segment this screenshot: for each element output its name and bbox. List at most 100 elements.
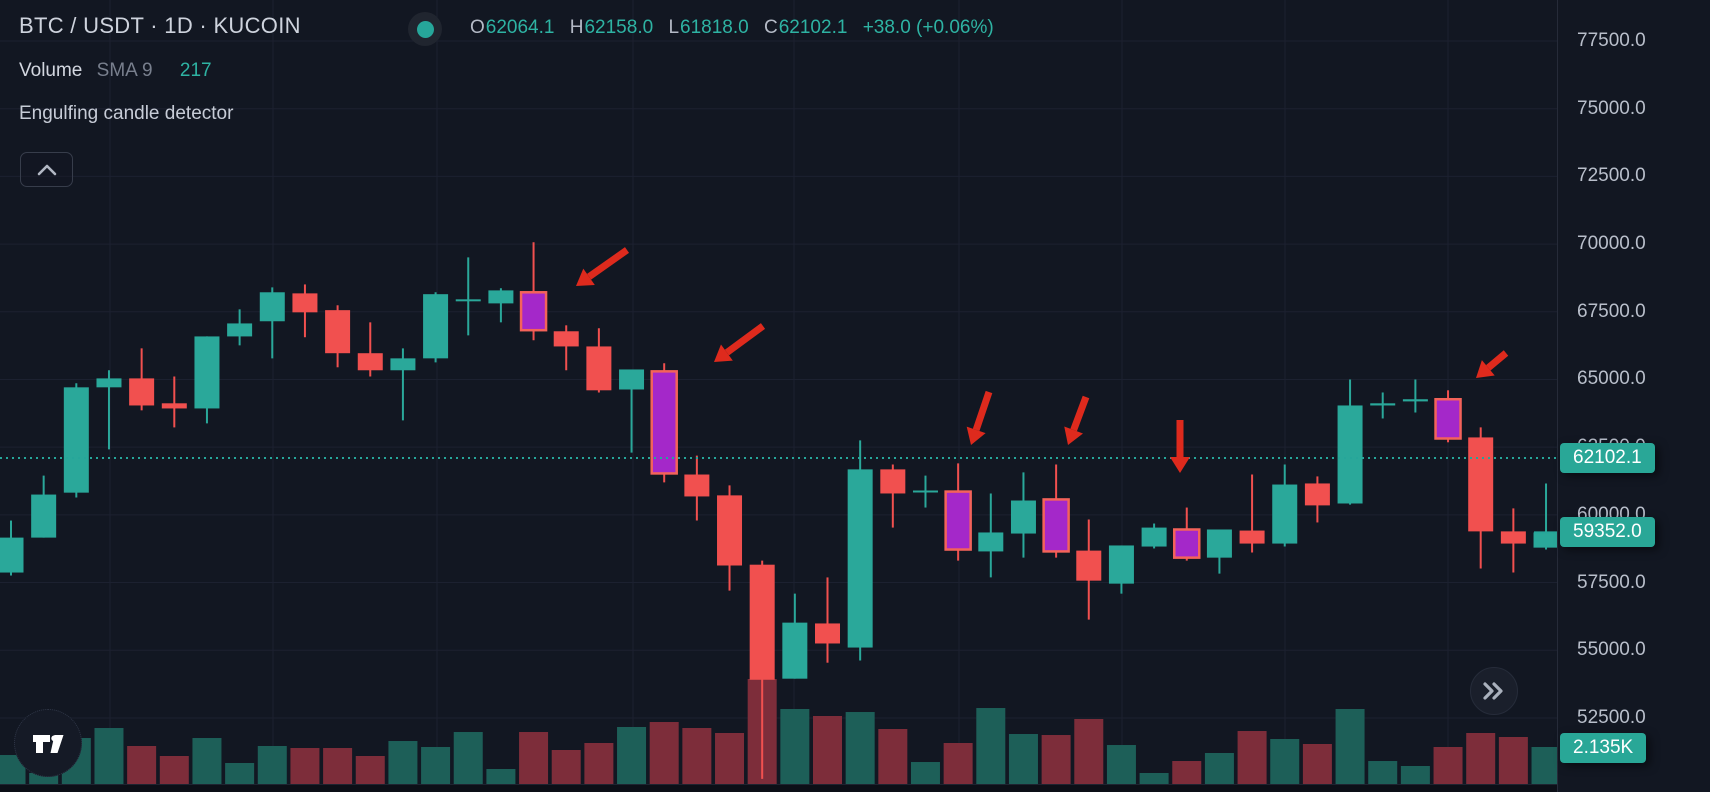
engulfing-arrow-shaft — [1070, 395, 1090, 432]
candle-body — [1206, 529, 1232, 558]
volume-legend[interactable]: Volume SMA 9 217 — [19, 60, 212, 82]
price-tick-label: 55000.0 — [1577, 639, 1646, 661]
scroll-to-latest-button[interactable] — [1470, 667, 1518, 715]
volume-bar — [1335, 708, 1365, 784]
volume-bar — [290, 748, 320, 784]
price-axis[interactable]: 77500.0 75000.0 72500.0 70000.0 67500.0 65000… — [1557, 0, 1710, 792]
price-tick-label: 57500.0 — [1577, 571, 1646, 593]
volume-bar — [584, 742, 614, 784]
candle-body — [717, 495, 743, 566]
open-value: 62064.1 — [485, 17, 555, 38]
candle-body — [1370, 403, 1396, 406]
candle-body — [912, 490, 938, 493]
open-label: O — [470, 17, 485, 38]
engulfing-arrow-head — [966, 426, 986, 445]
tradingview-logo[interactable] — [14, 709, 82, 777]
candle-body — [1010, 500, 1036, 534]
engulfing-candle-body — [650, 370, 678, 475]
volume-sma-value: 217 — [179, 60, 212, 81]
candle-body — [0, 537, 24, 573]
candle-body — [880, 469, 906, 494]
symbol-title: BTC / USDT · 1D · KUCOIN — [19, 13, 301, 38]
price-tick-label: 70000.0 — [1577, 233, 1646, 255]
volume-bar — [1368, 761, 1398, 784]
volume-bar — [1302, 744, 1332, 784]
candle-body — [1500, 531, 1526, 544]
volume-bar — [1433, 747, 1463, 784]
engulfing-arrow-head — [576, 268, 595, 286]
volume-bar — [1008, 734, 1038, 784]
volume-bar — [388, 741, 418, 784]
volume-bar — [649, 722, 679, 784]
candle-body — [782, 622, 808, 679]
volume-sma-label: SMA 9 — [96, 60, 153, 81]
collapse-legend-button[interactable] — [20, 152, 73, 187]
volume-bar — [1204, 752, 1234, 784]
price-chart-svg[interactable] — [0, 0, 1557, 792]
low-label: L — [668, 17, 680, 38]
engulfing-candle-body — [1042, 498, 1070, 553]
volume-badge: 2.135K — [1560, 733, 1647, 763]
candle-body — [161, 403, 187, 409]
volume-bar — [617, 727, 647, 784]
time-axis[interactable] — [0, 784, 1710, 792]
price-tick-label: 65000.0 — [1577, 368, 1646, 390]
volume-bar — [1139, 772, 1169, 784]
volume-bar — [1074, 718, 1104, 784]
volume-bar — [682, 728, 712, 784]
market-status-icon[interactable] — [408, 12, 442, 46]
candle-body — [1468, 437, 1494, 532]
price-tick-label: 77500.0 — [1577, 30, 1646, 51]
candle-body — [978, 532, 1004, 552]
volume-bar — [1172, 761, 1202, 784]
volume-bar — [127, 745, 157, 784]
volume-bar — [1531, 747, 1557, 784]
indicator-legend[interactable]: Engulfing candle detector — [19, 103, 233, 125]
volume-label: Volume — [19, 60, 83, 81]
engulfing-arrow-head — [1170, 457, 1190, 473]
low-value: 61818.0 — [680, 17, 749, 38]
engulfing-arrow-shaft — [1486, 350, 1509, 371]
volume-bar — [715, 732, 745, 784]
price-tick-label: 75000.0 — [1577, 97, 1646, 119]
candle-body — [259, 292, 285, 322]
high-value: 62158.0 — [584, 17, 654, 38]
volume-bar — [910, 762, 940, 784]
tradingview-logo-icon — [33, 735, 64, 753]
volume-bar — [1106, 745, 1136, 784]
engulfing-arrow-head — [1064, 426, 1083, 445]
volume-bar — [976, 708, 1006, 784]
close-label: C — [764, 17, 778, 38]
volume-bar — [1237, 731, 1267, 784]
volume-bar — [257, 745, 287, 784]
candle-body — [1337, 405, 1363, 504]
volume-bar — [1498, 737, 1528, 784]
chart-canvas[interactable] — [0, 0, 1557, 792]
candle-body — [1533, 532, 1557, 548]
candle-body — [1304, 483, 1330, 506]
candle-body — [1076, 550, 1102, 581]
candle-body — [423, 294, 449, 359]
candle-body — [1141, 527, 1167, 547]
indicator-name: Engulfing candle detector — [19, 103, 234, 124]
volume-bar — [943, 742, 973, 784]
candle-body — [749, 564, 775, 680]
candle-body — [815, 623, 840, 644]
engulfing-arrow-shaft — [587, 247, 630, 280]
volume-bar — [486, 768, 516, 784]
candle-body — [488, 290, 514, 304]
engulfing-candle-body — [944, 490, 972, 551]
volume-bar — [453, 732, 483, 784]
status-dot-core — [416, 20, 434, 38]
last-price-badge: 62102.1 — [1560, 442, 1655, 473]
close-value: 62102.1 — [778, 17, 848, 38]
symbol-legend[interactable]: BTC / USDT · 1D · KUCOIN — [19, 13, 301, 39]
change-value: +38.0 (+0.06%) — [862, 17, 994, 38]
engulfing-candle-body — [1434, 397, 1462, 440]
volume-bar — [192, 738, 222, 784]
candle-body — [1239, 530, 1265, 544]
engulfing-candle-body — [1173, 528, 1201, 559]
volume-bar — [225, 762, 255, 784]
candle-body — [619, 369, 645, 390]
